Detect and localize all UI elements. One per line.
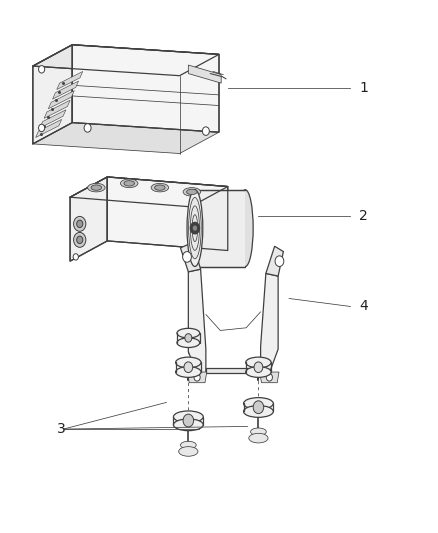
Ellipse shape <box>124 181 134 186</box>
Ellipse shape <box>151 183 169 192</box>
Polygon shape <box>72 45 219 132</box>
Ellipse shape <box>246 367 271 377</box>
Polygon shape <box>260 372 279 383</box>
Ellipse shape <box>177 338 200 348</box>
Text: 2: 2 <box>359 209 368 223</box>
Ellipse shape <box>88 183 105 192</box>
Text: 3: 3 <box>57 422 66 436</box>
Ellipse shape <box>176 357 201 368</box>
Polygon shape <box>48 91 74 109</box>
Ellipse shape <box>176 367 201 377</box>
Ellipse shape <box>173 419 203 431</box>
Polygon shape <box>35 119 62 138</box>
Polygon shape <box>107 177 228 251</box>
Ellipse shape <box>191 206 199 251</box>
Polygon shape <box>197 368 269 373</box>
Circle shape <box>84 124 91 132</box>
Ellipse shape <box>155 185 165 190</box>
Ellipse shape <box>192 215 198 241</box>
Ellipse shape <box>244 406 273 417</box>
Ellipse shape <box>244 398 273 409</box>
Circle shape <box>185 334 192 342</box>
Polygon shape <box>33 123 219 154</box>
Polygon shape <box>188 269 206 373</box>
Ellipse shape <box>120 179 138 188</box>
Polygon shape <box>33 45 72 144</box>
Polygon shape <box>266 246 283 276</box>
Circle shape <box>275 256 284 266</box>
Polygon shape <box>188 65 221 83</box>
Circle shape <box>193 225 197 231</box>
Circle shape <box>266 374 272 381</box>
Ellipse shape <box>187 189 197 195</box>
Circle shape <box>77 236 83 244</box>
Polygon shape <box>57 71 83 90</box>
Circle shape <box>74 216 86 231</box>
Circle shape <box>74 232 86 247</box>
Polygon shape <box>187 372 207 383</box>
Polygon shape <box>180 243 201 272</box>
Circle shape <box>183 252 191 262</box>
Polygon shape <box>44 100 70 118</box>
Circle shape <box>190 222 200 235</box>
Ellipse shape <box>173 411 203 423</box>
Circle shape <box>253 401 264 414</box>
Circle shape <box>184 362 193 373</box>
Polygon shape <box>40 110 66 128</box>
Circle shape <box>194 374 200 381</box>
Circle shape <box>39 66 45 73</box>
Circle shape <box>73 254 78 260</box>
Ellipse shape <box>180 441 196 449</box>
Ellipse shape <box>189 197 201 259</box>
Ellipse shape <box>177 328 200 338</box>
Ellipse shape <box>179 447 198 456</box>
Text: 1: 1 <box>359 81 368 95</box>
Ellipse shape <box>251 428 266 435</box>
Polygon shape <box>70 177 107 261</box>
Polygon shape <box>261 273 278 373</box>
Ellipse shape <box>187 190 203 266</box>
Polygon shape <box>33 45 219 76</box>
Ellipse shape <box>91 185 102 190</box>
Ellipse shape <box>183 188 201 196</box>
Polygon shape <box>70 177 228 207</box>
Circle shape <box>183 414 194 427</box>
Circle shape <box>202 127 209 135</box>
Polygon shape <box>53 81 78 99</box>
Polygon shape <box>195 190 245 266</box>
Circle shape <box>39 124 45 132</box>
Ellipse shape <box>237 190 253 266</box>
Ellipse shape <box>246 357 271 368</box>
Text: 4: 4 <box>359 300 368 313</box>
Circle shape <box>77 220 83 228</box>
Ellipse shape <box>249 433 268 443</box>
Circle shape <box>254 362 263 373</box>
